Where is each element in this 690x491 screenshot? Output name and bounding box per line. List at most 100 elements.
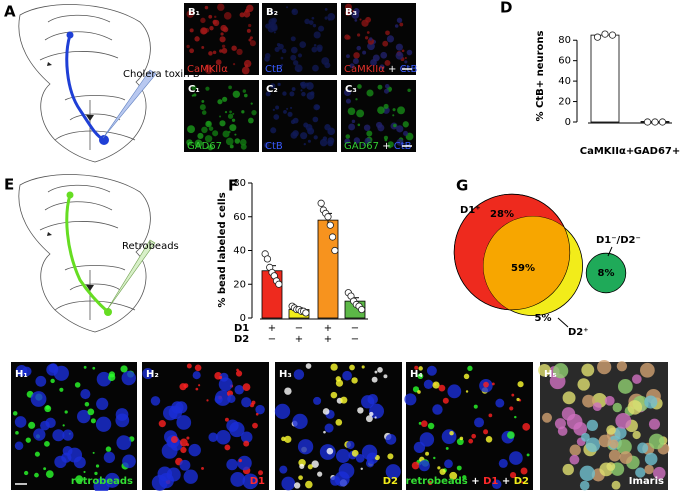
micrograph-texture <box>271 25 278 32</box>
micrograph-texture <box>194 364 202 372</box>
micrograph-texture <box>201 126 208 134</box>
micrograph-texture <box>235 370 243 377</box>
micrograph-texture <box>199 104 206 111</box>
micrograph-texture <box>366 89 374 97</box>
micrograph-texture <box>334 471 350 487</box>
micrograph-texture <box>219 120 226 127</box>
micrograph-texture <box>511 393 515 397</box>
micrograph-texture <box>342 370 352 381</box>
micrograph-texture <box>382 106 390 114</box>
micrograph-texture <box>351 119 356 124</box>
micrograph-texture <box>427 422 435 430</box>
micrograph-texture <box>30 391 47 407</box>
micrograph-texture <box>239 139 247 146</box>
micrograph-texture <box>585 437 601 453</box>
micrograph-texture <box>498 458 508 468</box>
micrograph-texture <box>229 144 234 149</box>
micrograph: H₁ retrobeads <box>11 362 137 491</box>
micrograph-texture <box>608 449 621 462</box>
row-label: D2 <box>234 334 249 345</box>
pathway <box>65 34 105 142</box>
micrograph-texture <box>230 472 246 487</box>
category-sign: + <box>268 323 276 334</box>
micrograph-texture <box>219 49 223 53</box>
micrograph-texture <box>397 106 406 115</box>
micrograph-texture <box>290 54 297 61</box>
micrograph-texture <box>287 111 293 117</box>
micrograph-texture <box>386 35 395 43</box>
label-part: D1 <box>250 476 265 487</box>
micrograph-texture <box>218 377 233 392</box>
micrograph-texture <box>206 399 209 402</box>
micrograph-texture <box>297 53 303 58</box>
micrograph-texture <box>292 117 299 124</box>
micrograph-texture <box>244 64 249 68</box>
micrograph-texture <box>345 98 351 104</box>
micrograph-texture <box>507 431 515 439</box>
micrograph-texture <box>300 81 307 87</box>
micrograph-texture <box>226 419 239 432</box>
micrograph-texture <box>483 429 489 435</box>
micrograph-texture <box>367 42 375 51</box>
micrograph-texture <box>432 404 443 415</box>
micrograph-texture <box>418 421 422 425</box>
micrograph-texture <box>224 111 228 114</box>
micrograph-texture <box>491 382 495 386</box>
micrograph-texture <box>252 422 258 429</box>
micrograph-texture <box>509 451 523 465</box>
micrograph-texture <box>212 19 217 25</box>
micrograph-texture <box>274 403 291 420</box>
data-point <box>263 255 272 263</box>
micrograph-texture <box>179 383 187 391</box>
micrograph-texture <box>62 424 65 427</box>
micrograph-texture <box>316 44 323 51</box>
micrograph-background <box>341 80 416 152</box>
micrograph-texture <box>340 396 348 404</box>
micrograph-texture <box>207 145 214 151</box>
micrograph-texture <box>186 10 194 18</box>
micrograph-texture <box>317 471 323 477</box>
label-part: + <box>471 476 479 487</box>
micrograph-texture <box>336 448 351 463</box>
micrograph-texture <box>349 364 355 371</box>
micrograph-texture <box>225 137 234 146</box>
micrograph-texture <box>471 433 477 439</box>
micrograph-texture <box>311 460 319 468</box>
micrograph-texture <box>387 453 394 460</box>
label-part: GAD67 <box>187 141 222 152</box>
micrograph-background <box>184 80 259 152</box>
micrograph-texture <box>241 110 245 114</box>
micrograph-texture <box>303 142 306 146</box>
micrograph-texture <box>223 12 232 20</box>
micrograph-texture <box>380 51 388 59</box>
label-part: retrobeads <box>406 476 468 487</box>
micrograph-texture <box>231 118 236 122</box>
micrograph-texture <box>34 451 40 457</box>
micrograph-texture <box>313 31 321 39</box>
micrograph-texture <box>243 93 248 98</box>
micrograph-texture <box>246 28 251 33</box>
micrograph-texture <box>612 402 622 413</box>
micrograph-texture <box>425 451 430 456</box>
micrograph-texture <box>488 413 493 418</box>
y-axis-label: % CtB+ neurons <box>535 30 546 121</box>
micrograph-texture <box>75 475 84 484</box>
micrograph-texture <box>286 6 289 9</box>
micrograph-texture <box>393 123 397 128</box>
micrograph-texture <box>158 420 166 428</box>
micrograph-texture <box>248 23 252 28</box>
panel-letter: D <box>500 0 512 17</box>
micrograph-texture <box>249 36 253 40</box>
micrograph-texture <box>28 421 36 429</box>
micrograph-texture <box>305 363 312 369</box>
micrograph-texture <box>222 26 229 33</box>
micrograph-texture <box>445 446 449 450</box>
micrograph-texture <box>330 391 338 399</box>
micrograph-texture <box>103 451 116 464</box>
micrograph-texture <box>632 430 641 440</box>
y-tick-label: 0 <box>565 117 571 128</box>
micrograph-texture <box>345 134 351 139</box>
micrograph-texture <box>93 478 110 491</box>
micrograph-texture <box>396 138 404 146</box>
micrograph-texture <box>310 91 315 96</box>
